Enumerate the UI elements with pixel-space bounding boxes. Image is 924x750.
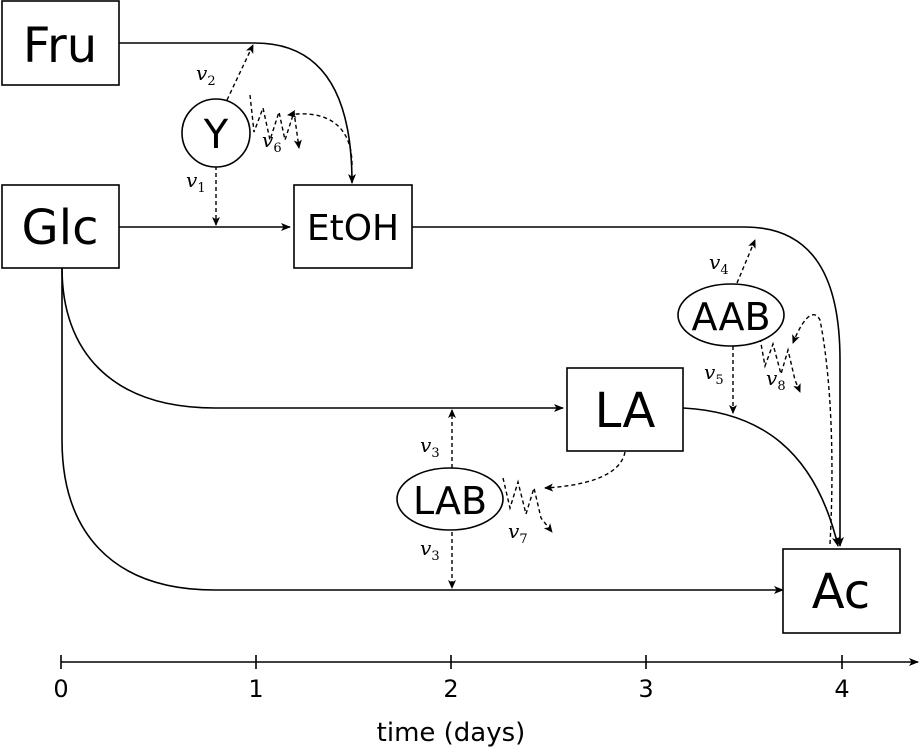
organism-aab: AAB — [677, 283, 785, 347]
node-glc-label: Glc — [22, 200, 99, 256]
node-fru: Fru — [1, 0, 120, 86]
organism-aab-label: AAB — [691, 295, 770, 339]
node-la: LA — [566, 367, 684, 452]
rate-v3-lower: v3 — [420, 536, 440, 564]
axis-title: time (days) — [377, 718, 526, 748]
node-glc: Glc — [1, 184, 120, 269]
flow-etoh-ac — [412, 226, 844, 547]
organism-lab: LAB — [396, 467, 504, 531]
rate-v4: v4 — [709, 250, 729, 278]
arrow-v7-zigzag — [502, 477, 553, 533]
arrow-v2 — [226, 44, 254, 101]
arrow-v8-ac — [792, 314, 833, 545]
arrow-v8-zigzag — [759, 337, 801, 393]
rate-v7: v7 — [508, 519, 528, 547]
rate-v2: v2 — [196, 61, 216, 89]
arrow-v6-etoh — [287, 109, 353, 166]
node-ac-label: Ac — [812, 564, 870, 620]
rate-v1: v1 — [186, 168, 206, 196]
flow-glc-la — [61, 267, 564, 412]
axis-tick-label-4: 4 — [834, 675, 849, 703]
rate-v5: v5 — [704, 360, 724, 388]
axis-tick-label-1: 1 — [248, 675, 263, 703]
time-axis: 0 1 2 3 4 time (days) — [53, 655, 919, 748]
organism-y: Y — [181, 98, 251, 168]
flow-glc-ac — [61, 268, 784, 594]
rate-v3-upper: v3 — [420, 433, 440, 461]
flow-la-ac — [682, 407, 840, 547]
node-etoh: EtOH — [293, 184, 413, 269]
arrow-v4 — [736, 239, 756, 284]
axis-tick-label-3: 3 — [638, 675, 653, 703]
arrow-v7-la — [544, 451, 626, 492]
node-ac: Ac — [782, 548, 901, 634]
organism-y-label: Y — [203, 112, 229, 158]
organism-lab-label: LAB — [413, 479, 487, 523]
node-fru-label: Fru — [23, 18, 97, 74]
axis-tick-label-0: 0 — [53, 675, 68, 703]
node-la-label: LA — [595, 383, 656, 439]
rate-v6: v6 — [262, 128, 282, 156]
rate-v8: v8 — [766, 366, 786, 394]
axis-tick-label-2: 2 — [443, 675, 458, 703]
node-etoh-label: EtOH — [307, 208, 399, 249]
